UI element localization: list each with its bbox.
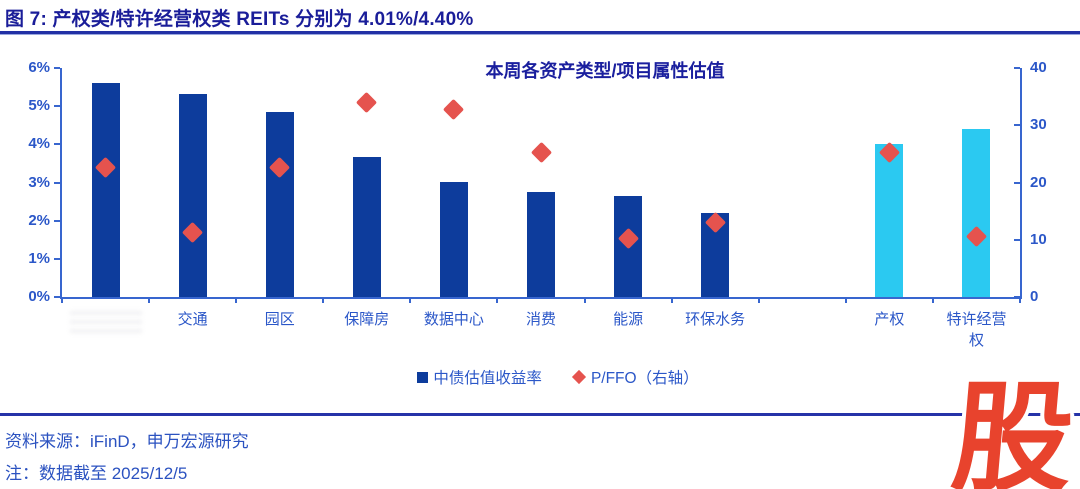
y-left-tick	[54, 105, 60, 108]
bar-unlabeled	[91, 83, 120, 297]
pffo-marker-消费	[530, 142, 552, 164]
x-axis-tick	[496, 297, 499, 303]
x-category-label: 特许经营权	[946, 311, 1007, 349]
bar-消费	[527, 192, 555, 297]
y-left-tick-label: 6%	[28, 59, 50, 76]
bar-数据中心	[439, 182, 468, 297]
bar-保障房	[352, 157, 381, 297]
y-right-tick	[1014, 67, 1020, 69]
y-left-tick-label: 4%	[28, 135, 50, 153]
bar-交通	[178, 94, 207, 297]
x-axis-tick	[409, 297, 412, 303]
x-category-label: 交通	[177, 311, 208, 328]
y-left-tick-label: 1%	[28, 249, 50, 267]
bottom-axis-line	[60, 297, 1022, 299]
x-axis-tick	[931, 297, 934, 303]
left-axis-line	[60, 68, 62, 299]
x-axis-tick	[235, 297, 238, 303]
x-axis-tick	[844, 297, 847, 303]
y-left-tick	[54, 143, 60, 146]
chart-legend: 中债估值收益率 P/FFO（右轴）	[0, 366, 1080, 388]
pffo-marker-保障房	[356, 91, 378, 113]
x-axis-tick	[61, 297, 63, 303]
x-axis-tick	[670, 297, 673, 303]
pffo-marker-数据中心	[443, 98, 465, 120]
source-text: 资料来源：iFinD，申万宏源研究	[5, 432, 249, 451]
x-axis-tick	[148, 297, 151, 303]
x-category-label: 产权	[874, 311, 905, 328]
x-axis-tick	[1019, 297, 1021, 303]
x-axis-tick	[757, 297, 760, 303]
legend-label: P/FFO（右轴）	[590, 370, 699, 387]
y-right-tick-label: 0	[1030, 288, 1039, 305]
plot-area	[62, 68, 1020, 297]
y-right-tick-label: 40	[1030, 59, 1047, 76]
bar-特许经营权	[962, 129, 991, 297]
figure-title: 图 7: 产权类/特许经营权类 REITs 分别为 4.01%/4.40%	[5, 9, 474, 30]
x-category-label: 园区	[264, 311, 295, 328]
title-underline	[0, 31, 1080, 35]
y-left-tick	[54, 67, 60, 69]
y-right-tick-label: 20	[1030, 173, 1047, 191]
x-axis-tick	[322, 297, 325, 303]
x-category-label: 能源	[613, 311, 644, 328]
y-left-tick	[54, 181, 60, 184]
legend-item: P/FFO（右轴）	[571, 366, 699, 388]
x-axis-tick	[583, 297, 586, 303]
x-category-label: 数据中心	[423, 311, 484, 328]
y-right-tick	[1014, 124, 1020, 127]
y-right-tick	[1014, 296, 1020, 298]
y-right-tick	[1014, 181, 1020, 184]
obscured-label-smudge	[70, 311, 142, 338]
x-category-label: 消费	[525, 311, 556, 328]
y-right-tick	[1014, 238, 1020, 241]
y-left-tick-label: 2%	[28, 211, 50, 229]
y-left-tick	[54, 296, 60, 298]
bar-园区	[265, 111, 294, 297]
legend-square-marker	[417, 371, 429, 383]
y-right-tick-label: 10	[1030, 230, 1047, 248]
y-left-tick-label: 5%	[28, 97, 50, 115]
legend-item: 中债估值收益率	[417, 366, 542, 388]
legend-diamond-marker	[571, 369, 587, 385]
y-left-tick	[54, 257, 60, 260]
footer-divider	[0, 413, 1080, 416]
bar-产权	[875, 143, 904, 297]
y-left-tick	[54, 219, 60, 222]
y-left-tick-label: 0%	[28, 288, 50, 305]
watermark-stamp: 股	[947, 372, 1075, 489]
x-category-label: 环保水务	[685, 311, 746, 328]
legend-label: 中债估值收益率	[433, 370, 542, 387]
y-right-tick-label: 30	[1030, 116, 1047, 134]
x-category-label: 保障房	[344, 311, 390, 328]
y-left-tick-label: 3%	[28, 173, 50, 191]
note-text: 注：数据截至 2025/12/5	[5, 464, 188, 483]
right-axis-line	[1020, 68, 1022, 299]
